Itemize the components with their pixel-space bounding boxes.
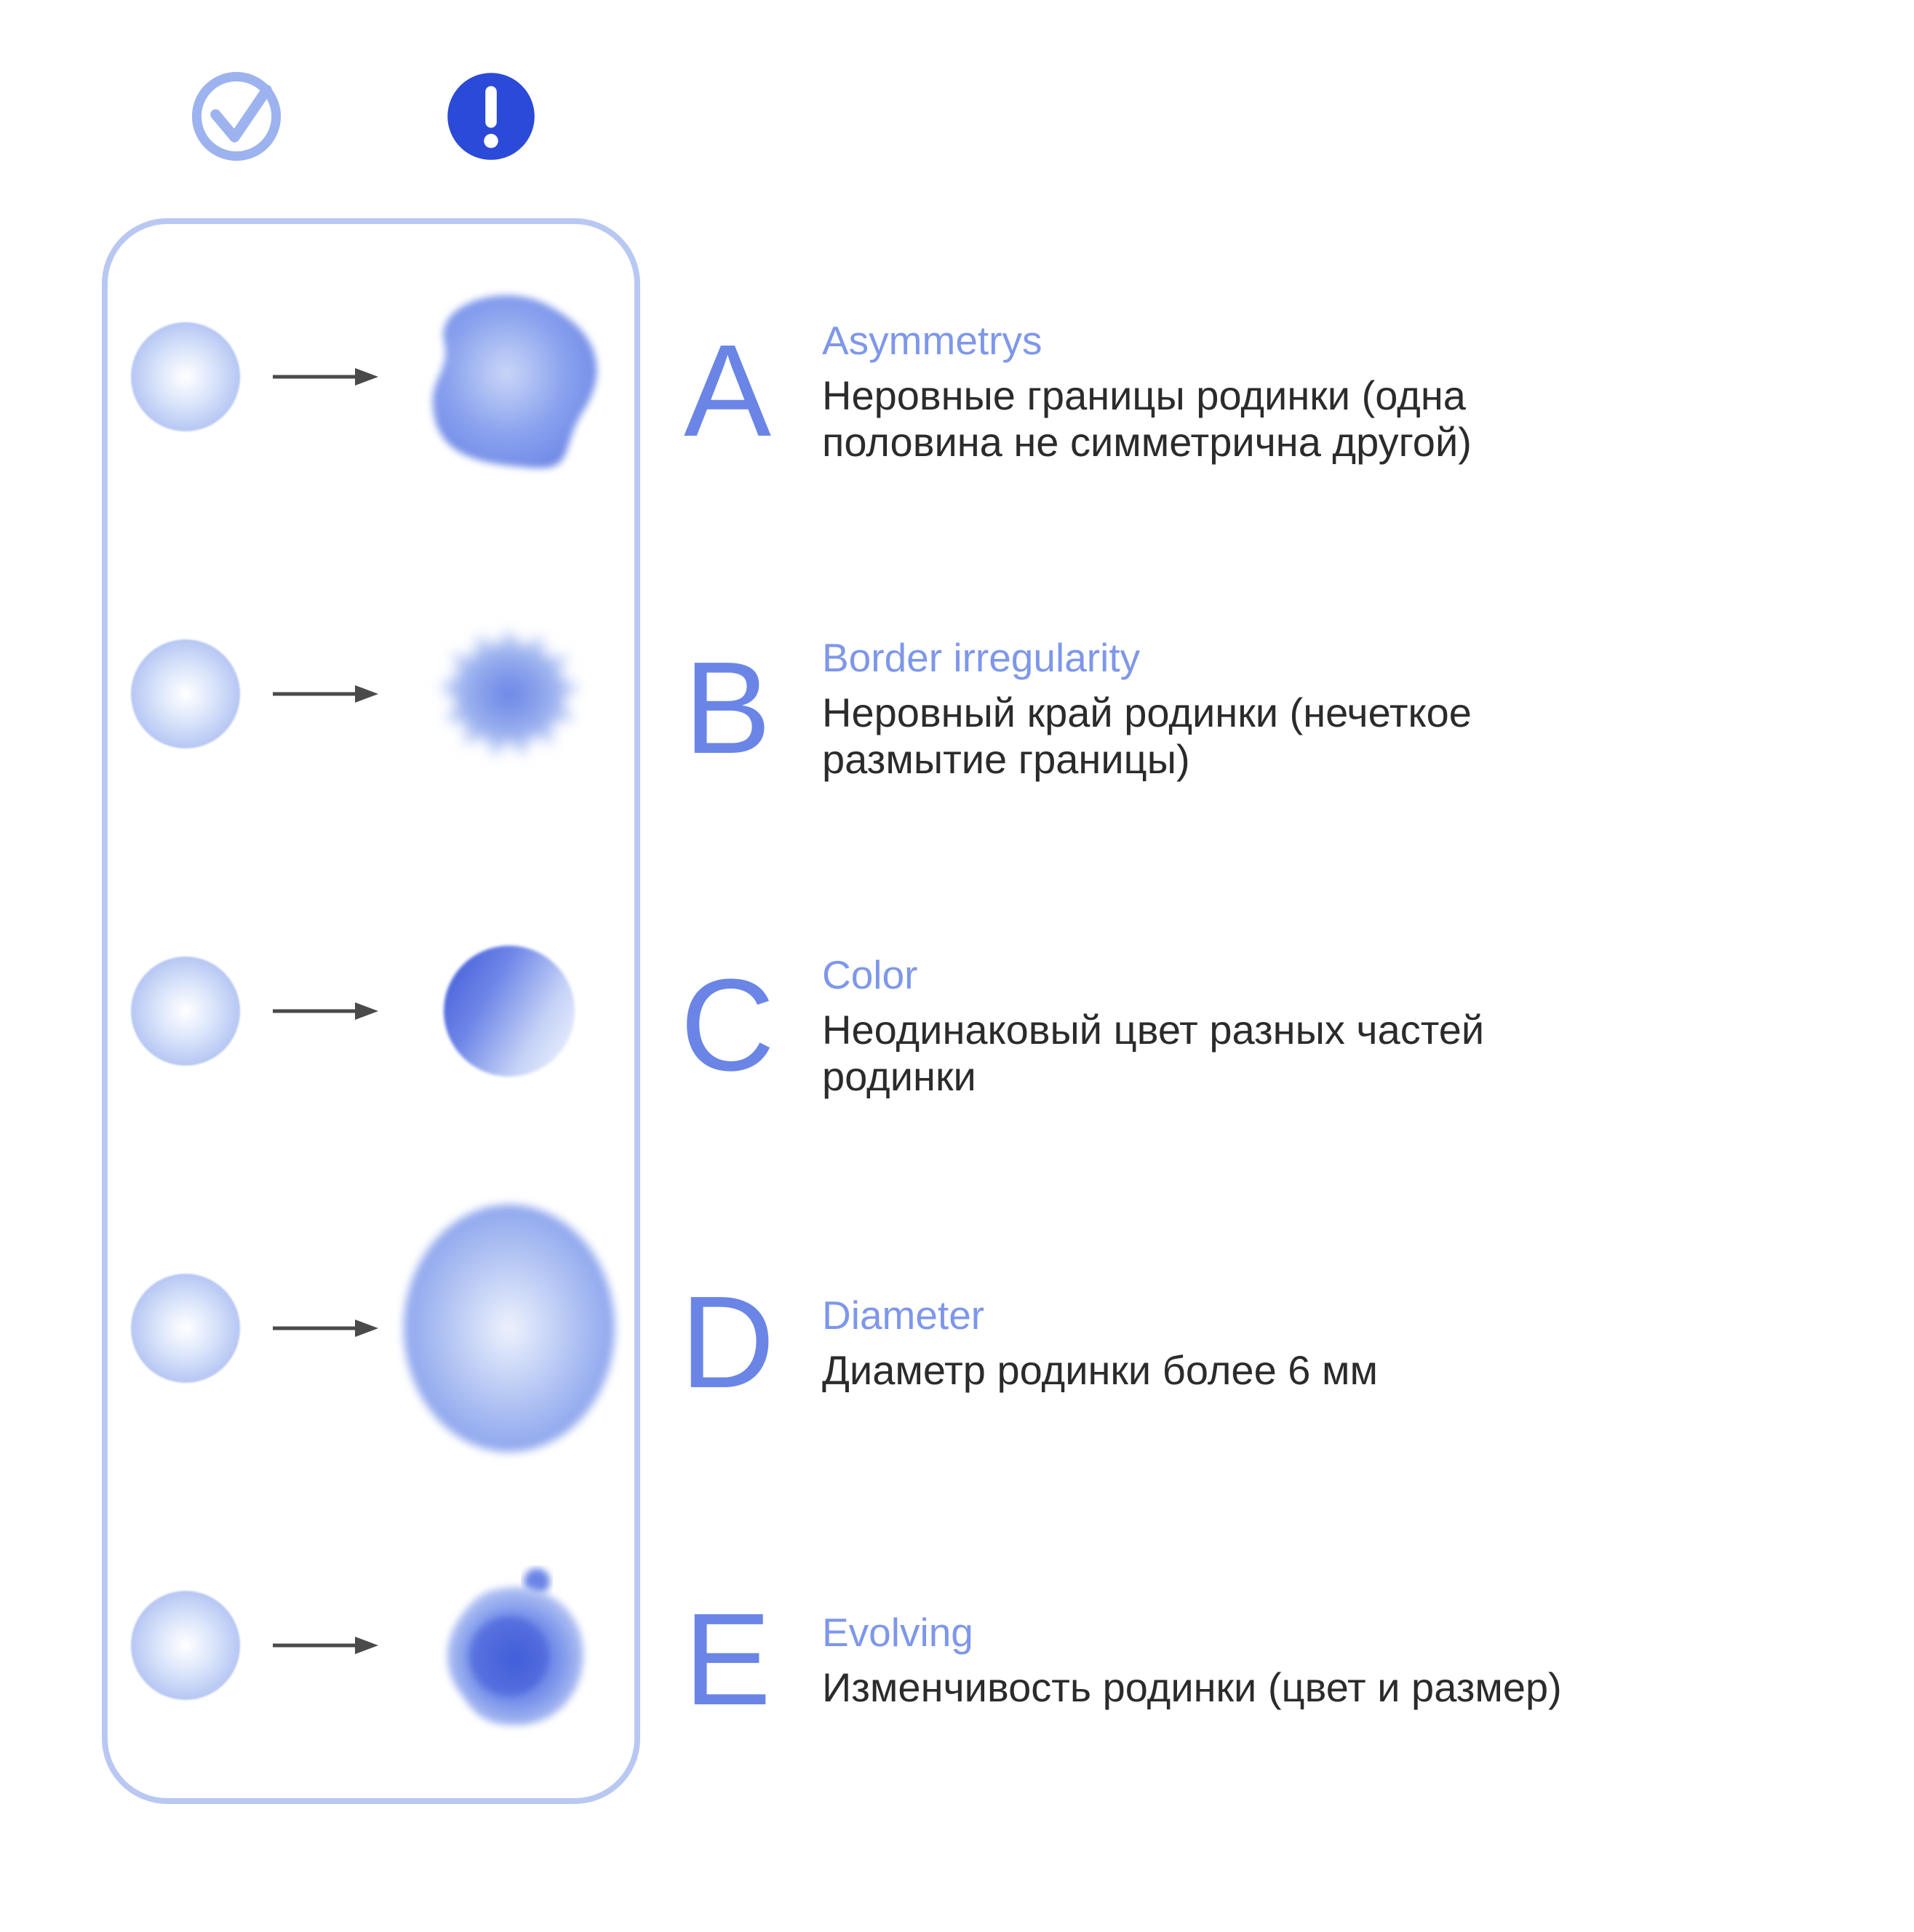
arrow-icon <box>269 1631 378 1660</box>
title-b: Border irregularity <box>822 634 1811 681</box>
checkmark-icon <box>189 69 284 164</box>
title-a: Asymmetrys <box>822 317 1811 364</box>
desc-e: Изменчивость родинки (цвет и размер) <box>822 1664 1622 1711</box>
row-a: A Asymmetrys Неровные границы родинки (о… <box>102 218 1811 535</box>
letter-c: C <box>680 960 775 1091</box>
letter-d: D <box>680 1277 775 1408</box>
letter-e: E <box>684 1594 771 1725</box>
infographic-canvas: A Asymmetrys Неровные границы родинки (о… <box>0 0 1914 1932</box>
large-oval-icon <box>404 1205 615 1452</box>
rows-container: A Asymmetrys Неровные границы родинки (о… <box>102 218 1811 1804</box>
fuzzy-edge-blob-icon <box>393 578 626 810</box>
title-c: Color <box>822 951 1811 998</box>
desc-a: Неровные границы родинки (одна половина … <box>822 372 1622 466</box>
desc-d: Диаметр родинки более 6 мм <box>822 1347 1622 1394</box>
letter-a: A <box>684 326 771 457</box>
normal-mole-icon <box>131 639 240 749</box>
row-c: C Color Неодинаковый цвет разных частей … <box>102 853 1811 1170</box>
exclamation-icon <box>444 69 538 164</box>
normal-mole-icon <box>131 322 240 431</box>
arrow-icon <box>269 362 378 391</box>
title-e: Evolving <box>822 1609 1811 1656</box>
legend-icons <box>189 69 538 164</box>
arrow-icon <box>269 1314 378 1343</box>
normal-mole-icon <box>131 957 240 1066</box>
row-d: D Diameter Диаметр родинки более 6 мм <box>102 1170 1811 1487</box>
lumpy-dark-blob-icon <box>393 1529 626 1762</box>
arrow-icon <box>269 997 378 1026</box>
desc-b: Неровный край родинки (нечеткое размытие… <box>822 690 1622 783</box>
row-b: B Border irregularity Неровный край роди… <box>102 535 1811 853</box>
letter-b: B <box>684 643 771 774</box>
title-d: Diameter <box>822 1292 1811 1338</box>
row-e: E Evolving Изменчивость родинки (цвет и … <box>102 1487 1811 1804</box>
gradient-sphere-icon <box>444 946 575 1077</box>
desc-c: Неодинаковый цвет разных частей родинки <box>822 1007 1622 1101</box>
arrow-icon <box>269 679 378 708</box>
normal-mole-icon <box>131 1274 240 1383</box>
normal-mole-icon <box>131 1591 240 1700</box>
asymmetric-blob-icon <box>393 260 626 493</box>
